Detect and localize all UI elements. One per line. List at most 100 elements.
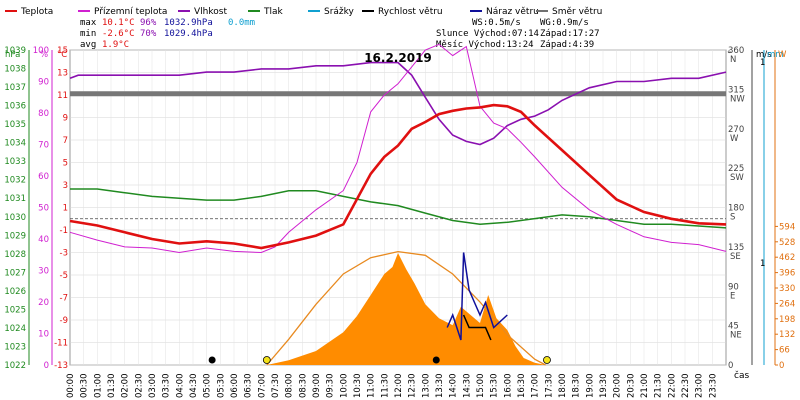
dir-name: S bbox=[730, 213, 735, 223]
w-tick: 396 bbox=[779, 269, 795, 279]
series-wind-gust bbox=[446, 252, 508, 341]
x-tick: 06:00 bbox=[230, 374, 240, 399]
x-tick: 05:30 bbox=[216, 374, 226, 399]
dir-name: SW bbox=[730, 173, 744, 183]
moonset: Západ:4:39 bbox=[540, 40, 594, 50]
hum-axis-label: % bbox=[40, 50, 48, 60]
dir-name: E bbox=[730, 291, 735, 301]
x-tick: 20:30 bbox=[626, 374, 636, 399]
temp-tick: -9 bbox=[60, 316, 68, 326]
temp-tick: 5 bbox=[63, 159, 68, 169]
x-tick: 08:00 bbox=[285, 374, 295, 399]
moonrise: Měsíc Východ:13:24 bbox=[436, 40, 534, 50]
w-tick: 0 bbox=[779, 361, 784, 371]
series-ground-temperature bbox=[69, 43, 727, 254]
x-tick: 02:00 bbox=[121, 374, 131, 399]
dir-name: N bbox=[730, 55, 736, 65]
legend-item: Tlak bbox=[263, 7, 284, 17]
x-tick: 00:30 bbox=[80, 374, 90, 399]
x-tick: 23:30 bbox=[708, 374, 718, 399]
legend-item: Rychlost větru bbox=[378, 7, 443, 17]
x-tick: 06:30 bbox=[244, 374, 254, 399]
x-tick: 07:00 bbox=[257, 374, 267, 399]
stat-max-press: 1032.9hPa bbox=[164, 18, 213, 28]
hpa-axis-label: hPa bbox=[5, 50, 20, 60]
hpa-tick: 1032 bbox=[4, 176, 26, 186]
x-tick: 16:00 bbox=[503, 373, 513, 398]
sunrise: Slunce Východ:07:14 bbox=[436, 29, 539, 39]
stat-max-hum: 96% bbox=[140, 18, 157, 28]
hpa-tick: 1034 bbox=[4, 139, 26, 149]
hum-tick: 20 bbox=[38, 298, 49, 308]
stats-block: max 10.1°C 96% 1032.9hPa 0.0mm min -2.6°… bbox=[80, 18, 255, 50]
temp-tick: -7 bbox=[60, 294, 68, 304]
dir-tick: 270 bbox=[728, 125, 744, 135]
series-wind-speed bbox=[462, 314, 492, 341]
x-tick: 13:00 bbox=[421, 374, 431, 399]
hum-tick: 90 bbox=[38, 78, 49, 88]
x-tick: 10:00 bbox=[339, 374, 349, 399]
hum-tick: 30 bbox=[38, 267, 49, 277]
x-tick: 19:00 bbox=[585, 374, 595, 399]
wind-speed-avg: WS:0.5m/s bbox=[472, 18, 521, 28]
x-tick: 21:00 bbox=[640, 374, 650, 399]
x-axis-label: čas bbox=[734, 370, 749, 381]
x-tick: 04:00 bbox=[175, 374, 185, 399]
ms-tick: 1 bbox=[760, 259, 765, 269]
x-tick: 12:00 bbox=[394, 374, 404, 399]
dir-name: NW bbox=[730, 94, 745, 104]
x-tick: 22:30 bbox=[681, 374, 691, 399]
x-tick: 10:30 bbox=[353, 374, 363, 399]
legend-item: Srážky bbox=[324, 7, 355, 17]
hpa-tick: 1022 bbox=[4, 361, 26, 371]
dir-tick: 45 bbox=[728, 322, 739, 332]
dir-tick: 225 bbox=[728, 164, 744, 174]
moon-marker bbox=[208, 356, 216, 364]
x-tick: 16:30 bbox=[517, 374, 527, 399]
hpa-tick: 1025 bbox=[4, 305, 26, 315]
temp-tick: -1 bbox=[60, 226, 68, 236]
x-tick: 22:00 bbox=[667, 374, 677, 399]
x-tick: 09:30 bbox=[326, 374, 336, 399]
chart-title: 16.2.2019 bbox=[364, 51, 432, 65]
w-tick: 198 bbox=[779, 315, 795, 325]
x-tick: 03:00 bbox=[148, 374, 158, 399]
x-tick: 19:30 bbox=[599, 374, 609, 399]
x-tick: 04:30 bbox=[189, 374, 199, 399]
temp-tick: 9 bbox=[63, 114, 68, 124]
w-tick: 66 bbox=[779, 346, 790, 356]
hpa-tick: 1031 bbox=[4, 194, 26, 204]
dir-name: SE bbox=[730, 252, 741, 262]
axis-ticks: 15131197531-1-3-5-7-9-11-131039103810371… bbox=[4, 46, 795, 371]
hpa-tick: 1033 bbox=[4, 157, 26, 167]
hum-tick: 60 bbox=[38, 172, 49, 182]
x-tick: 21:30 bbox=[654, 374, 664, 399]
w-tick: 594 bbox=[779, 222, 795, 232]
w-tick: 330 bbox=[779, 284, 795, 294]
x-tick: 08:30 bbox=[298, 374, 308, 399]
sun-marker bbox=[262, 356, 271, 364]
stat-max-temp: 10.1°C bbox=[102, 18, 135, 28]
w-axis-label: W bbox=[778, 50, 787, 60]
dir-name: NE bbox=[730, 331, 742, 341]
x-tick: 07:30 bbox=[271, 374, 281, 399]
x-tick: 05:00 bbox=[203, 374, 213, 399]
temp-tick: 1 bbox=[63, 204, 68, 214]
temp-tick: 7 bbox=[63, 136, 68, 146]
x-tick: 15:30 bbox=[490, 374, 500, 398]
x-tick: 09:00 bbox=[312, 374, 322, 399]
hpa-tick: 1039 bbox=[4, 46, 26, 56]
hum-tick: 100 bbox=[33, 46, 49, 56]
dir-axis-label: ° bbox=[727, 50, 731, 60]
stat-avg-label: avg bbox=[80, 40, 96, 50]
hpa-tick: 1038 bbox=[4, 65, 26, 75]
legend-item: Teplota bbox=[20, 7, 53, 17]
x-tick: 01:30 bbox=[107, 374, 117, 399]
hpa-tick: 1027 bbox=[4, 268, 26, 278]
stat-min-label: min bbox=[80, 29, 96, 39]
astro-block: WS:0.5m/s WG:0.9m/s Slunce Východ:07:14 … bbox=[436, 18, 600, 50]
ms-tick: 1 bbox=[760, 58, 765, 68]
stat-max-label: max bbox=[80, 18, 97, 28]
legend-item: Přízemní teplota bbox=[94, 7, 167, 17]
